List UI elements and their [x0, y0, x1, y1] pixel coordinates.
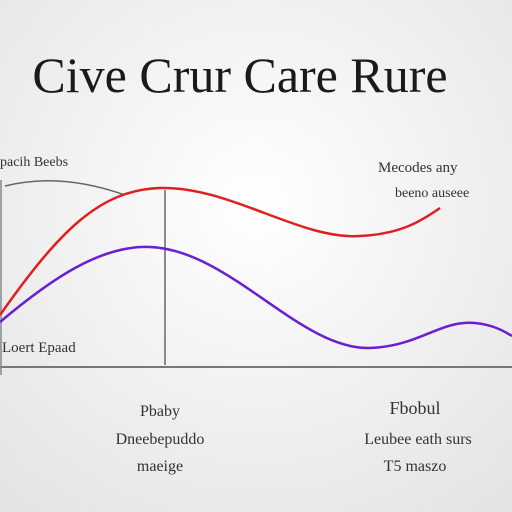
label: Leubee eath surs — [364, 431, 472, 448]
purple-curve — [0, 245, 512, 350]
label: Mecodes any — [378, 160, 458, 176]
label: Loert Epaad — [2, 340, 76, 356]
label: Dneebepuddo — [116, 431, 205, 448]
label: maeige — [137, 458, 183, 475]
title: Cive Crur Care Rure — [32, 47, 447, 103]
label: T5 maszo — [384, 458, 447, 475]
bracket — [4, 180, 126, 196]
label: beeno auseee — [395, 186, 469, 201]
label: Fbobul — [389, 398, 440, 418]
red-curve — [0, 186, 441, 316]
label: pacih Beebs — [0, 155, 68, 170]
label: Pbaby — [140, 403, 180, 420]
